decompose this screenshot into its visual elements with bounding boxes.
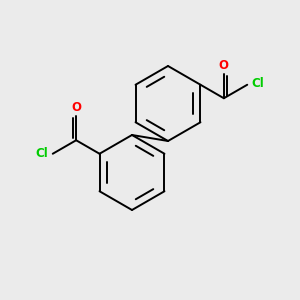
Text: Cl: Cl (35, 147, 48, 160)
Text: O: O (71, 101, 81, 115)
Text: O: O (219, 59, 229, 72)
Text: Cl: Cl (252, 77, 265, 90)
